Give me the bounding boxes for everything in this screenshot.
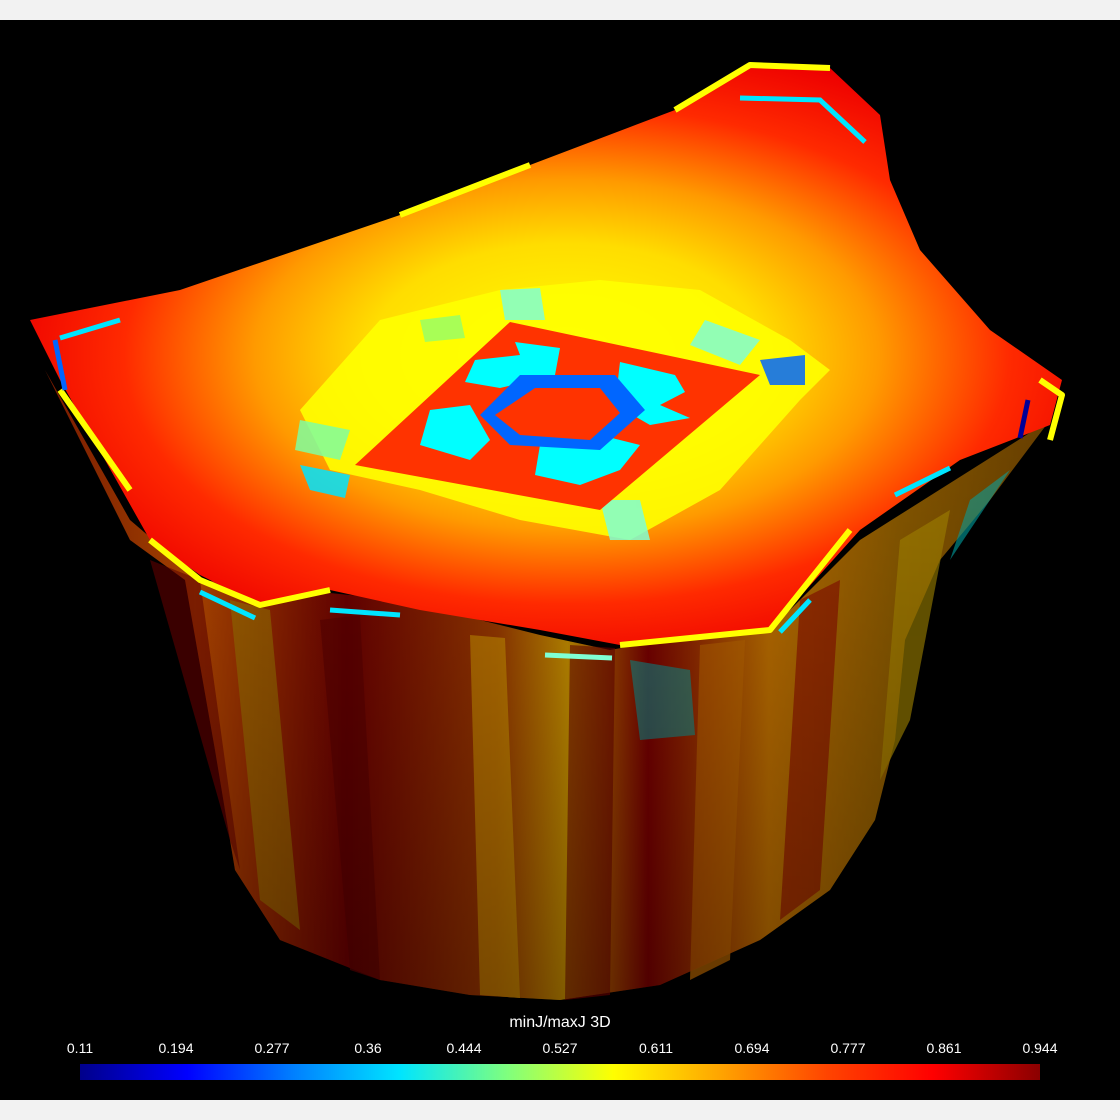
legend-tick-label: 0.861 [926, 1040, 962, 1056]
colorbar [80, 1064, 1040, 1080]
center-core [495, 388, 620, 440]
legend-title: minJ/maxJ 3D [509, 1014, 611, 1031]
legend-tick-label: 0.36 [354, 1040, 382, 1056]
mesh-render[interactable] [0, 20, 1120, 1100]
legend-tick-label: 0.944 [1022, 1040, 1058, 1056]
render-viewport[interactable]: minJ/maxJ 3D 0.11 0.194 0.277 0.36 0.444 0.52… [0, 20, 1120, 1100]
legend-tick-label: 0.194 [158, 1040, 194, 1056]
legend-tick-label: 0.444 [446, 1040, 482, 1056]
legend-tick-label: 0.611 [639, 1040, 673, 1056]
quality-ring-cells [295, 288, 805, 540]
mesh-rim-accents [52, 95, 1031, 661]
legend-tick-label: 0.527 [542, 1040, 578, 1056]
legend-tick-label: 0.277 [254, 1040, 290, 1056]
mesh-rim [57, 62, 1065, 648]
legend-tick-label: 0.777 [830, 1040, 866, 1056]
legend-tick-label: 0.694 [734, 1040, 770, 1056]
legend-tick-label: 0.11 [66, 1040, 94, 1056]
